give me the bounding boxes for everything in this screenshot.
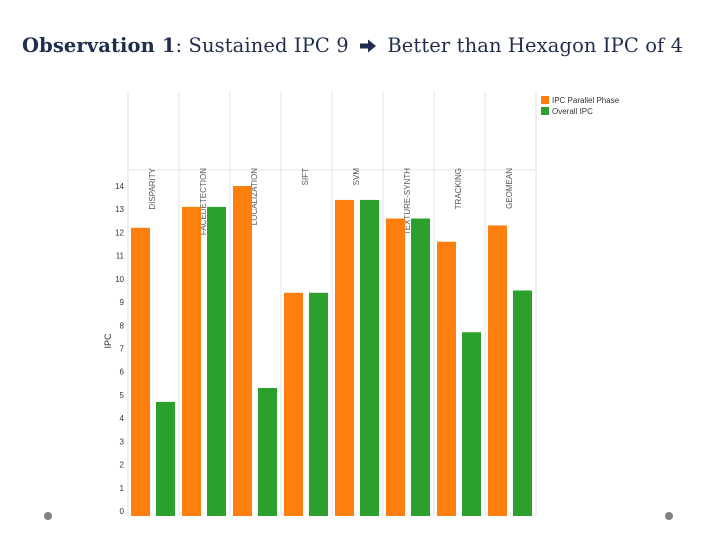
y-tick-label: 11 [116, 252, 125, 261]
bar-parallel-phase [131, 227, 150, 517]
y-tick-label: 2 [120, 461, 125, 470]
y-tick-label: 7 [120, 345, 125, 354]
y-axis-label: IPC [103, 333, 113, 349]
bar-overall-ipc [411, 218, 430, 516]
legend-swatch [541, 96, 549, 104]
y-tick-label: 6 [120, 368, 125, 377]
category-label: GEOMEAN [505, 168, 514, 209]
y-tick-label: 3 [120, 437, 125, 446]
slide-title-text-2: Better than Hexagon IPC of 4 [381, 34, 684, 57]
bar-overall-ipc [258, 387, 277, 516]
slide-title-colon: : [175, 34, 183, 57]
category-label: FACEDETECTION [199, 168, 208, 235]
slide-title-text: Sustained IPC 9 [182, 34, 356, 57]
category-label: TEXTURE-SYNTH [403, 168, 412, 235]
slide-nav-dot-left [44, 512, 52, 520]
y-tick-label: 14 [115, 182, 124, 191]
bar-overall-ipc [309, 292, 328, 516]
slide-title: Observation 1: Sustained IPC 9 Better th… [22, 34, 712, 59]
category-label: SVM [352, 168, 361, 186]
bar-parallel-phase [284, 292, 303, 516]
bar-overall-ipc [207, 206, 226, 516]
bar-parallel-phase [335, 199, 354, 516]
legend-swatch [541, 107, 549, 115]
y-tick-label: 1 [120, 484, 125, 493]
category-label: DISPARITY [148, 167, 157, 209]
bar-parallel-phase [386, 218, 405, 516]
y-tick-label: 9 [120, 298, 125, 307]
y-tick-label: 0 [120, 507, 125, 516]
y-tick-label: 5 [120, 391, 125, 400]
right-arrow-icon [359, 36, 377, 59]
y-tick-label: 4 [120, 414, 125, 423]
legend-label: IPC Parallel Phase [552, 96, 620, 105]
category-label: SIFT [301, 168, 310, 185]
bar-parallel-phase [488, 225, 507, 516]
y-tick-label: 8 [120, 321, 125, 330]
y-tick-label: 13 [115, 205, 124, 214]
category-label: LOCALIZATION [250, 168, 259, 225]
legend-label: Overall IPC [552, 107, 593, 116]
category-label: TRACKING [454, 168, 463, 209]
y-tick-label: 12 [115, 228, 124, 237]
bar-parallel-phase [233, 186, 252, 516]
bar-overall-ipc [156, 401, 175, 516]
y-tick-label: 10 [115, 275, 124, 284]
bar-parallel-phase [182, 206, 201, 516]
bar-parallel-phase [437, 241, 456, 516]
bar-overall-ipc [360, 199, 379, 516]
slide-nav-dot-right [665, 512, 673, 520]
bar-overall-ipc [462, 332, 481, 516]
bar-overall-ipc [513, 290, 532, 516]
slide-title-bold: Observation 1 [22, 34, 176, 57]
